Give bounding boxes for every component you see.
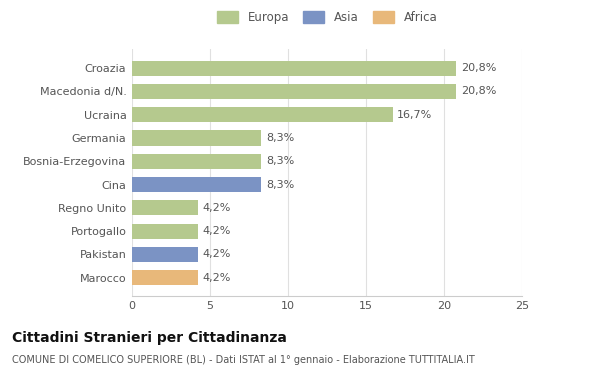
Bar xyxy=(132,130,262,146)
Text: 4,2%: 4,2% xyxy=(202,272,230,283)
Text: 20,8%: 20,8% xyxy=(461,87,497,97)
Bar xyxy=(132,200,197,215)
Bar xyxy=(132,84,457,99)
Text: 8,3%: 8,3% xyxy=(266,179,295,190)
Bar xyxy=(132,223,197,239)
Legend: Europa, Asia, Africa: Europa, Asia, Africa xyxy=(217,11,437,24)
Bar xyxy=(132,107,392,122)
Bar xyxy=(132,177,262,192)
Bar xyxy=(132,61,457,76)
Text: Cittadini Stranieri per Cittadinanza: Cittadini Stranieri per Cittadinanza xyxy=(12,331,287,345)
Text: 16,7%: 16,7% xyxy=(397,110,433,120)
Text: 4,2%: 4,2% xyxy=(202,249,230,259)
Text: 4,2%: 4,2% xyxy=(202,226,230,236)
Text: 20,8%: 20,8% xyxy=(461,63,497,73)
Bar xyxy=(132,154,262,169)
Text: 8,3%: 8,3% xyxy=(266,156,295,166)
Bar xyxy=(132,270,197,285)
Text: 4,2%: 4,2% xyxy=(202,203,230,213)
Text: COMUNE DI COMELICO SUPERIORE (BL) - Dati ISTAT al 1° gennaio - Elaborazione TUTT: COMUNE DI COMELICO SUPERIORE (BL) - Dati… xyxy=(12,355,475,365)
Bar xyxy=(132,247,197,262)
Text: 8,3%: 8,3% xyxy=(266,133,295,143)
